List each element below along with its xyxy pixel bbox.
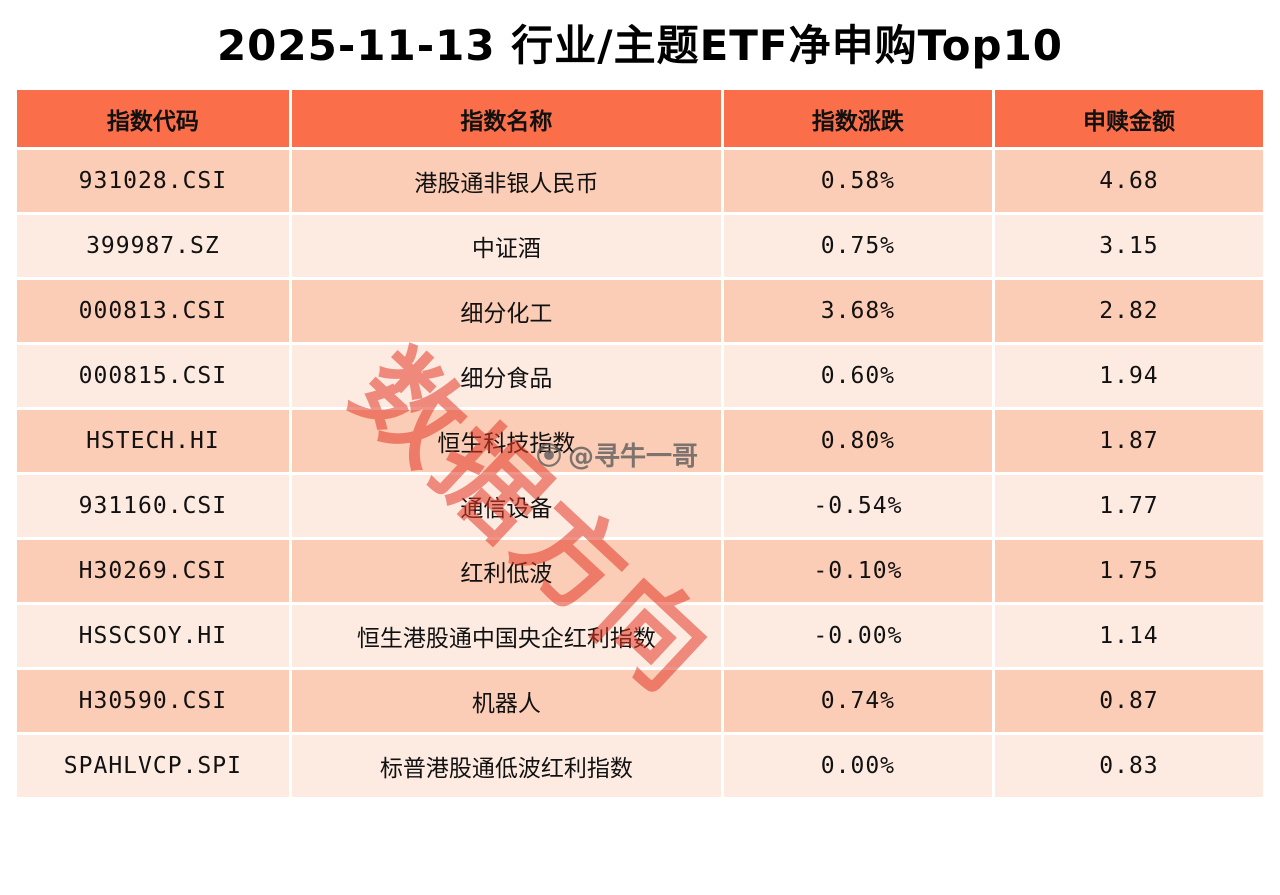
- cell-index-change: 0.60%: [720, 342, 995, 410]
- cell-amount: 1.14: [991, 602, 1267, 670]
- cell-index-change: -0.10%: [720, 537, 995, 605]
- cell-index-change: 0.80%: [720, 407, 995, 475]
- cell-index-change: 0.00%: [720, 732, 995, 800]
- cell-index-code: 000815.CSI: [14, 342, 292, 410]
- table-row: 000813.CSI 细分化工 3.68% 2.82: [14, 277, 1267, 345]
- cell-index-code: H30590.CSI: [14, 667, 292, 735]
- cell-amount: 1.77: [991, 472, 1267, 540]
- cell-amount: 1.94: [991, 342, 1267, 410]
- cell-amount: 0.83: [991, 732, 1267, 800]
- table-row: H30269.CSI 红利低波 -0.10% 1.75: [14, 537, 1267, 605]
- cell-index-code: SPAHLVCP.SPI: [14, 732, 292, 800]
- cell-index-name: 港股通非银人民币: [288, 147, 724, 215]
- header-amount: 申赎金额: [991, 87, 1267, 150]
- cell-index-code: HSTECH.HI: [14, 407, 292, 475]
- cell-index-code: 399987.SZ: [14, 212, 292, 280]
- table-row: HSSCSOY.HI 恒生港股通中国央企红利指数 -0.00% 1.14: [14, 602, 1267, 670]
- table-row: HSTECH.HI 恒生科技指数 0.80% 1.87: [14, 407, 1267, 475]
- cell-amount: 4.68: [991, 147, 1267, 215]
- cell-index-change: 3.68%: [720, 277, 995, 345]
- cell-index-code: HSSCSOY.HI: [14, 602, 292, 670]
- cell-index-change: -0.54%: [720, 472, 995, 540]
- table-row: 399987.SZ 中证酒 0.75% 3.15: [14, 212, 1267, 280]
- cell-index-name: 细分化工: [288, 277, 724, 345]
- cell-index-name: 通信设备: [288, 472, 724, 540]
- cell-index-code: 931028.CSI: [14, 147, 292, 215]
- cell-index-code: 931160.CSI: [14, 472, 292, 540]
- cell-index-code: H30269.CSI: [14, 537, 292, 605]
- table-row: 931160.CSI 通信设备 -0.54% 1.77: [14, 472, 1267, 540]
- cell-amount: 1.75: [991, 537, 1267, 605]
- cell-index-code: 000813.CSI: [14, 277, 292, 345]
- cell-index-name: 细分食品: [288, 342, 724, 410]
- header-index-name: 指数名称: [288, 87, 724, 150]
- header-index-change: 指数涨跌: [720, 87, 995, 150]
- etf-table: 指数代码 指数名称 指数涨跌 申赎金额 931028.CSI 港股通非银人民币 …: [14, 87, 1267, 800]
- table-row: 931028.CSI 港股通非银人民币 0.58% 4.68: [14, 147, 1267, 215]
- cell-index-name: 标普港股通低波红利指数: [288, 732, 724, 800]
- cell-index-name: 恒生港股通中国央企红利指数: [288, 602, 724, 670]
- table-row: 000815.CSI 细分食品 0.60% 1.94: [14, 342, 1267, 410]
- cell-index-name: 红利低波: [288, 537, 724, 605]
- cell-amount: 2.82: [991, 277, 1267, 345]
- table-row: H30590.CSI 机器人 0.74% 0.87: [14, 667, 1267, 735]
- cell-amount: 1.87: [991, 407, 1267, 475]
- cell-index-name: 恒生科技指数: [288, 407, 724, 475]
- cell-index-change: 0.75%: [720, 212, 995, 280]
- table-header-row: 指数代码 指数名称 指数涨跌 申赎金额: [14, 87, 1267, 150]
- cell-index-change: -0.00%: [720, 602, 995, 670]
- cell-amount: 3.15: [991, 212, 1267, 280]
- cell-index-change: 0.74%: [720, 667, 995, 735]
- page-title: 2025-11-13 行业/主题ETF净申购Top10: [216, 21, 1064, 70]
- cell-index-name: 中证酒: [288, 212, 724, 280]
- cell-index-change: 0.58%: [720, 147, 995, 215]
- table-row: SPAHLVCP.SPI 标普港股通低波红利指数 0.00% 0.83: [14, 732, 1267, 800]
- cell-amount: 0.87: [991, 667, 1267, 735]
- header-index-code: 指数代码: [14, 87, 292, 150]
- cell-index-name: 机器人: [288, 667, 724, 735]
